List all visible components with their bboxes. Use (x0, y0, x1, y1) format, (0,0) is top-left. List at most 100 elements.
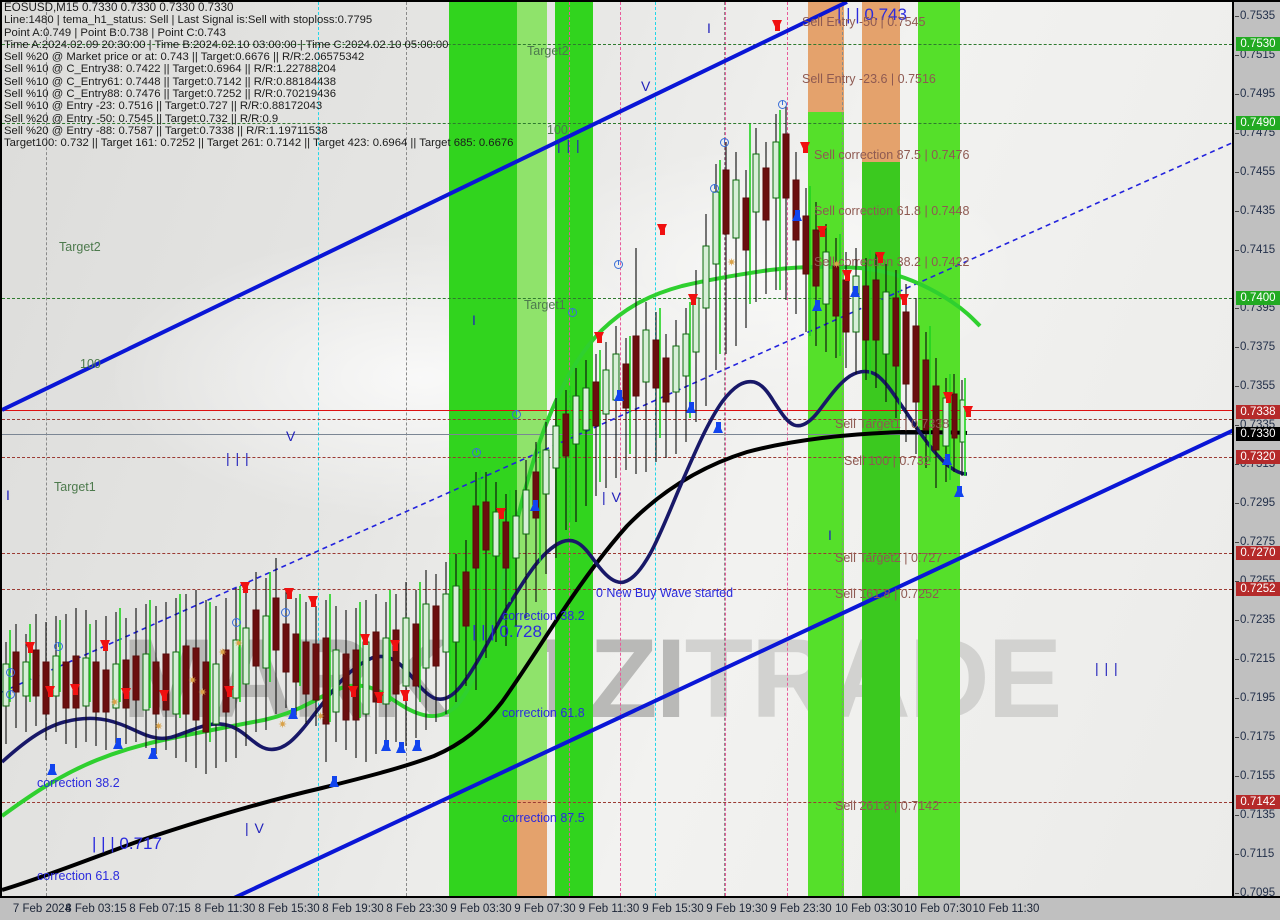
time-tick: 8 Feb 19:30 (322, 903, 384, 915)
info-line: Time A:2024.02.09 20:30:00 | Time B:2024… (4, 38, 449, 51)
info-line: Line:1480 | tema_h1_status: Sell | Last … (4, 14, 373, 27)
annotation-wave-price-0728: | | | 0.728 (472, 622, 542, 641)
annotation-sell-1618: Sell 161.8 | 0.7252 (835, 587, 940, 601)
price-tick: 0.7355 (1235, 380, 1275, 392)
signal-circle-icon (281, 608, 290, 617)
level-red-0.7320 (2, 457, 1232, 458)
signal-circle-icon (6, 690, 15, 699)
time-tick: 7 Feb 2024 (12, 903, 72, 915)
price-badge-last-0.7330[interactable]: 0.7330 (1236, 427, 1280, 441)
sell-arrow-icon (963, 406, 973, 417)
info-line: Point A:0.749 | Point B:0.738 | Point C:… (4, 26, 226, 39)
annotation-correction-618-mid: correction 61.8 (502, 706, 585, 720)
annotation-100-mid: 100 (547, 123, 568, 137)
sell-arrow-icon (400, 690, 410, 701)
price-badge-red-0.7270[interactable]: 0.7270 (1236, 546, 1280, 560)
sell-arrow-icon (657, 224, 667, 235)
time-tick: 9 Feb 23:30 (770, 903, 832, 915)
star-marker-icon: ✷ (198, 687, 208, 699)
buy-arrow-icon (381, 740, 391, 751)
price-tick: 0.7115 (1235, 848, 1274, 860)
annotation-correction-875-mid: correction 87.5 (502, 811, 585, 825)
time-tick: 8 Feb 11:30 (194, 903, 256, 915)
price-badge-green-0.7530[interactable]: 0.7530 (1236, 37, 1280, 51)
star-marker-icon: ✷ (316, 711, 326, 723)
level-red-0.7338 (2, 419, 1232, 420)
ma-black-slow (2, 429, 968, 892)
signal-circle-icon (6, 668, 15, 677)
price-tick: 0.7175 (1235, 731, 1275, 743)
buy-arrow-icon (329, 776, 339, 787)
wave-marker-III: | | | (226, 450, 250, 466)
info-line: Sell %20 @ Entry -50: 0.7545 || Target:0… (4, 112, 279, 125)
annotation-sell-target1: Sell Target1 | 0.7338 (835, 417, 950, 431)
time-tick: 10 Feb 07:30 (904, 903, 972, 915)
annotation-sell-entry-236: Sell Entry -23.6 | 0.7516 (802, 72, 936, 86)
level-red-0.7142 (2, 802, 1232, 803)
buy-arrow-icon (288, 708, 298, 719)
info-line: Sell %10 @ Entry -23: 0.7516 || Target:0… (4, 100, 323, 113)
annotation-sell-correction-618: Sell correction 61.8 | 0.7448 (814, 204, 970, 218)
wave-marker-I: I (6, 487, 11, 503)
wave-marker-I: I (472, 312, 477, 328)
level-green-0.7530 (2, 44, 1232, 45)
sell-arrow-icon (800, 142, 810, 153)
time-tick: 9 Feb 03:30 (450, 903, 512, 915)
time-tick: 9 Feb 15:30 (642, 903, 704, 915)
sell-arrow-icon (390, 640, 400, 651)
sell-arrow-icon (240, 582, 250, 593)
annotation-target1-left: Target1 (54, 480, 96, 494)
time-tick: 8 Feb 23:30 (386, 903, 448, 915)
sell-arrow-icon (45, 686, 55, 697)
chart-lines-layer (2, 2, 1232, 896)
annotation-correction-618-left: correction 61.8 (37, 869, 120, 883)
signal-circle-icon (710, 184, 719, 193)
indicator-info-panel: EOSUSD,M15 0.7330 0.7330 0.7330 0.7330 L… (4, 1, 513, 150)
buy-arrow-icon (713, 422, 723, 433)
sell-arrow-icon (25, 642, 35, 653)
annotation-sell-correction-382: Sell correction 38.2 | 0.7422 (814, 255, 970, 269)
time-tick: 9 Feb 19:30 (706, 903, 768, 915)
session-band-green-1 (449, 2, 517, 896)
signal-circle-icon (720, 138, 729, 147)
signal-circle-icon (472, 448, 481, 457)
price-badge-green-0.7490[interactable]: 0.7490 (1236, 116, 1280, 130)
trendline-lower-blue (233, 428, 1232, 896)
candlestick-series[interactable] (2, 2, 1232, 896)
sell-arrow-icon (100, 640, 110, 651)
buy-arrow-icon (850, 286, 860, 297)
annotation-sell-2618: Sell 261.8 | 0.7142 (835, 799, 940, 813)
wave-marker-V: V (286, 428, 297, 444)
sell-arrow-icon (772, 20, 782, 31)
price-axis[interactable]: 0.7535 0.7515 0.7495 0.7475 0.7455 0.743… (1232, 0, 1280, 899)
star-marker-icon: ✷ (218, 647, 228, 659)
buy-arrow-icon (792, 210, 802, 221)
signal-circle-icon (778, 100, 787, 109)
price-badge-red-0.7142[interactable]: 0.7142 (1236, 795, 1280, 809)
wave-marker-I: I (707, 20, 712, 36)
session-band-orange-3 (808, 2, 844, 112)
vgrid-day (725, 2, 726, 896)
price-badge-red-0.7252[interactable]: 0.7252 (1236, 582, 1280, 596)
sell-arrow-icon (496, 508, 506, 519)
signal-circle-icon (232, 618, 241, 627)
sell-arrow-icon (308, 596, 318, 607)
buy-arrow-icon (812, 300, 822, 311)
annotation-new-buy-wave: 0 New Buy Wave started (596, 586, 734, 600)
price-badge-green-0.7400[interactable]: 0.7400 (1236, 291, 1280, 305)
vgrid-day (318, 2, 319, 896)
buy-arrow-icon (954, 486, 964, 497)
price-badge-red-0.7320[interactable]: 0.7320 (1236, 450, 1280, 464)
time-axis[interactable]: 7 Feb 2024 8 Feb 03:15 8 Feb 07:15 8 Feb… (0, 896, 1280, 920)
signal-circle-icon (54, 642, 63, 651)
price-badge-red-0.7338[interactable]: 0.7338 (1236, 405, 1280, 419)
sell-arrow-icon (875, 252, 885, 263)
session-band-orange-1 (517, 800, 547, 896)
annotation-sell-correction-875: Sell correction 87.5 | 0.7476 (814, 148, 970, 162)
chart-plot-area[interactable]: MARKETZITRADE (0, 0, 1232, 896)
vgrid-day (620, 2, 621, 896)
annotation-100-left: 100 (80, 357, 101, 371)
time-tick: 8 Feb 07:15 (129, 903, 191, 915)
time-tick: 9 Feb 07:30 (514, 903, 576, 915)
